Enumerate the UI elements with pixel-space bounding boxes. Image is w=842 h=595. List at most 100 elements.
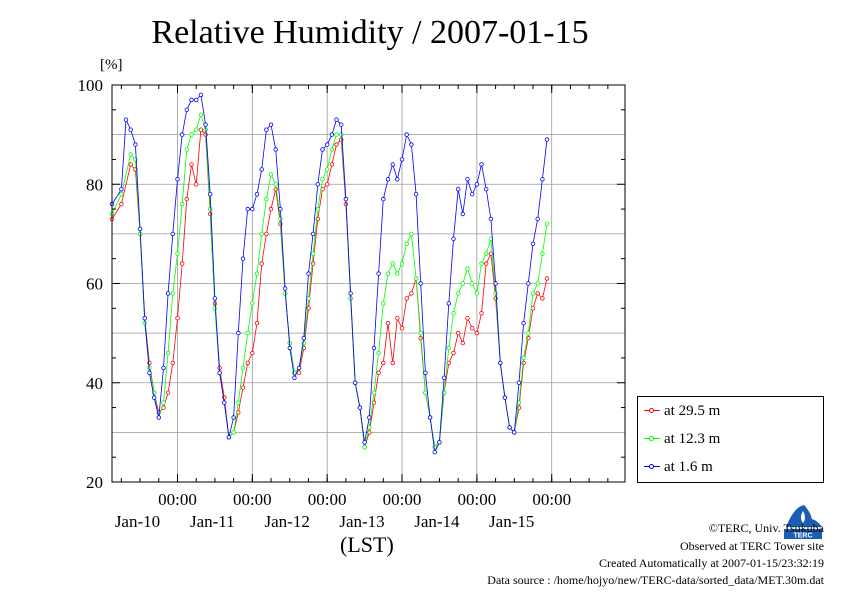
data-point [460, 281, 465, 286]
data-point [334, 117, 339, 122]
data-point [278, 216, 283, 222]
data-point [226, 435, 232, 440]
data-point [268, 172, 274, 177]
data-point [409, 291, 414, 296]
data-point [245, 330, 250, 336]
data-point [474, 182, 480, 187]
legend-item-1m: at 1.6 m [644, 457, 713, 477]
data-point [259, 261, 264, 266]
legend-marker-12m [644, 433, 660, 445]
footer-created: Created Automatically at 2007-01-15/23:3… [599, 556, 824, 570]
data-point [437, 440, 442, 445]
data-point [278, 206, 283, 212]
data-point [409, 142, 414, 147]
data-point [544, 137, 550, 142]
data-point [231, 415, 236, 420]
data-point [193, 182, 199, 187]
data-point [418, 330, 423, 336]
data-point [156, 415, 161, 420]
data-point [147, 370, 152, 375]
data-point [193, 127, 199, 132]
data-point [329, 147, 335, 152]
data-point [381, 196, 386, 202]
data-point [292, 375, 297, 380]
data-point [268, 122, 274, 127]
data-point [119, 201, 124, 207]
x-tick-day-label: Jan-13 [339, 512, 384, 531]
legend-label-29m: at 29.5 m [664, 402, 721, 419]
legend: at 29.5 m at 12.3 m at 1.6 m [637, 396, 824, 483]
footer-site: Observed at TERC Tower site [679, 539, 824, 553]
data-point [329, 132, 335, 137]
data-point [423, 390, 428, 395]
data-point [530, 291, 536, 296]
data-point [479, 162, 484, 167]
data-point [240, 365, 246, 371]
data-point [198, 127, 204, 132]
data-point [273, 186, 278, 192]
data-point [170, 360, 175, 366]
data-point [456, 291, 461, 296]
y-tick-label: 40 [86, 374, 103, 393]
data-point [184, 107, 189, 112]
data-point [540, 177, 545, 182]
data-point [376, 350, 381, 356]
data-point [301, 335, 306, 341]
data-point [142, 316, 147, 321]
data-point [161, 365, 166, 371]
data-point [432, 450, 437, 455]
data-point [334, 132, 339, 137]
data-point [484, 186, 489, 192]
data-point [470, 191, 475, 197]
data-point [165, 291, 171, 296]
data-point [385, 271, 391, 276]
data-point [367, 415, 372, 420]
x-tick-time-label: 00:00 [532, 490, 571, 509]
data-point [268, 206, 274, 212]
data-point [161, 400, 166, 405]
data-point [306, 271, 311, 276]
data-point [287, 345, 292, 351]
data-point [189, 97, 194, 103]
data-point [170, 231, 175, 237]
y-tick-label: 20 [86, 473, 103, 492]
x-tick-time-label: 00:00 [158, 490, 197, 509]
data-point [357, 405, 363, 410]
data-point [254, 191, 260, 197]
data-point [465, 266, 470, 271]
legend-marker-29m [644, 405, 660, 417]
data-point [399, 157, 405, 162]
data-point [498, 360, 503, 366]
data-point [334, 142, 339, 147]
x-tick-day-label: Jan-10 [115, 512, 160, 531]
data-point [193, 97, 199, 103]
data-point [236, 400, 241, 405]
x-tick-time-label: 00:00 [233, 490, 272, 509]
data-point [526, 281, 531, 286]
data-point [240, 385, 246, 390]
data-point [236, 330, 241, 336]
data-point [264, 196, 269, 202]
data-point [460, 340, 465, 346]
data-point [502, 395, 508, 400]
data-point [175, 177, 180, 182]
data-point [250, 206, 255, 212]
data-point [339, 122, 344, 127]
data-point [399, 326, 405, 331]
data-point [540, 296, 545, 301]
logo-text: TERC [793, 533, 812, 540]
data-point [535, 216, 540, 222]
data-point [203, 122, 208, 127]
data-point [175, 251, 180, 256]
data-point [212, 296, 218, 301]
data-point [385, 321, 391, 326]
data-point [376, 271, 381, 276]
data-point [479, 261, 484, 266]
data-point [395, 316, 400, 321]
data-point [119, 186, 124, 192]
chart-title: Relative Humidity / 2007-01-15 [151, 14, 589, 51]
data-point [128, 152, 133, 157]
data-point [189, 162, 194, 167]
data-point [404, 296, 409, 301]
data-point [399, 261, 405, 266]
